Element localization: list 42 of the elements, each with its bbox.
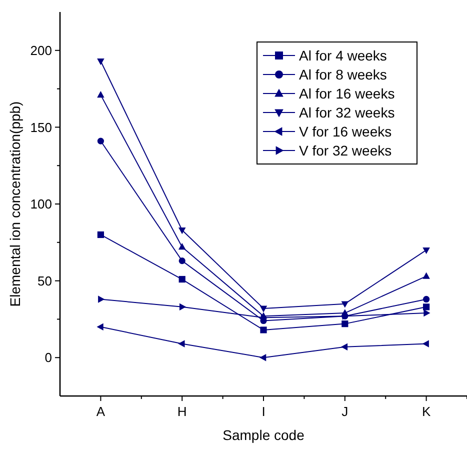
point [423, 304, 430, 310]
point [97, 138, 104, 144]
point [260, 306, 268, 312]
point [178, 276, 186, 283]
y-tick-label: 150 [30, 120, 52, 135]
point [178, 227, 186, 234]
x-tick-label: K [422, 404, 431, 419]
point [97, 58, 104, 66]
x-tick-label: J [342, 404, 348, 419]
y-tick-label: 100 [30, 196, 52, 212]
point [341, 301, 349, 308]
point [260, 354, 266, 362]
point [178, 243, 186, 250]
x-tick-label: I [262, 404, 266, 419]
legend-label: Al for 16 weeks [299, 85, 395, 102]
y-tick-label: 0 [44, 350, 52, 366]
point [342, 320, 348, 328]
point [97, 231, 104, 238]
x-tick-label: A [96, 404, 106, 419]
point [179, 303, 186, 311]
x-axis-title: Sample code [222, 427, 305, 443]
point [97, 90, 104, 98]
y-tick-label: 200 [30, 42, 52, 58]
point [423, 296, 430, 303]
point [178, 258, 186, 264]
point [422, 247, 430, 254]
legend-label: V for 16 weeks [299, 123, 392, 140]
point [98, 296, 105, 303]
y-tick-label: 50 [38, 273, 52, 288]
point [260, 326, 267, 334]
point [178, 340, 185, 348]
point [340, 343, 348, 350]
point [96, 323, 104, 331]
legend-label: Al for 4 weeks [299, 47, 387, 64]
y-axis-title: Elemental ion concentration(ppb) [7, 101, 23, 307]
legend-label: Al for 8 weeks [299, 66, 387, 82]
x-tick-label: H [177, 404, 187, 419]
point [422, 272, 430, 279]
point [424, 309, 430, 317]
legend-label: Al for 32 weeks [299, 104, 395, 120]
legend-label: V for 32 weeks [299, 142, 392, 158]
point [422, 340, 429, 348]
